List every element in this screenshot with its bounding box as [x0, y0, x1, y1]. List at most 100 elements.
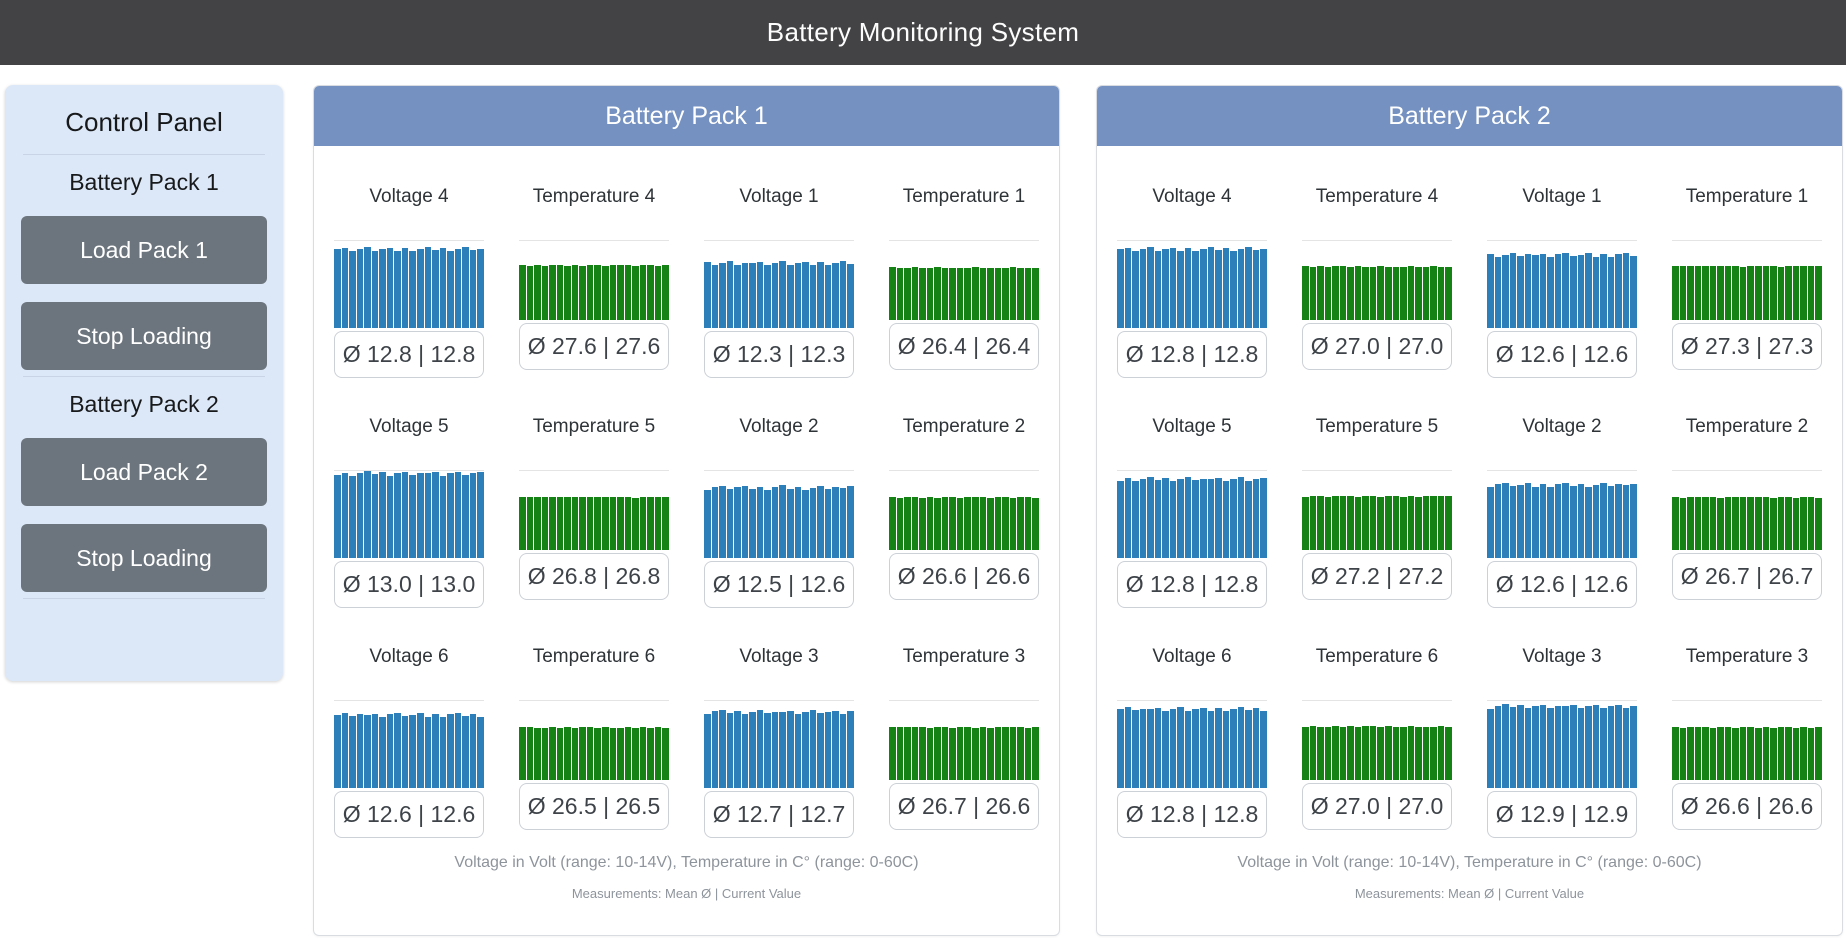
- bar: [1139, 478, 1147, 558]
- bar: [1317, 266, 1324, 320]
- chart-value-box: Ø 26.7 | 26.6: [889, 783, 1039, 830]
- bar: [1430, 266, 1437, 320]
- bar: [447, 473, 454, 558]
- bar: [1592, 256, 1600, 328]
- stop-loading-pack-1-button[interactable]: Stop Loading: [21, 302, 267, 370]
- bar: [1732, 727, 1739, 780]
- chart-value-box: Ø 12.8 | 12.8: [1117, 791, 1267, 838]
- bar: [609, 496, 617, 550]
- bar: [711, 711, 719, 788]
- bar: [1009, 267, 1017, 320]
- bar: [1200, 478, 1207, 558]
- bar: [1245, 480, 1252, 558]
- chart-value-box: Ø 26.4 | 26.4: [889, 323, 1039, 370]
- sensor-chart-cell: Voltage 2 Ø 12.6 | 12.6: [1487, 416, 1637, 608]
- bar: [549, 727, 556, 780]
- bar: [477, 248, 484, 328]
- divider: [23, 598, 265, 599]
- bar: [586, 496, 594, 550]
- bar: [526, 265, 534, 320]
- bar: [1547, 256, 1554, 328]
- bar: [926, 727, 934, 780]
- bar: [564, 496, 571, 550]
- divider: [23, 154, 265, 155]
- bar: [809, 264, 817, 328]
- bar: [1177, 479, 1184, 558]
- bar: [349, 475, 356, 558]
- bar: [1630, 483, 1637, 558]
- bar: [809, 710, 817, 788]
- chart-value-box: Ø 26.7 | 26.7: [1672, 553, 1822, 600]
- bar: [1785, 496, 1792, 550]
- sensor-chart-cell: Temperature 4 Ø 27.6 | 27.6: [519, 186, 669, 378]
- bar: [1747, 497, 1755, 550]
- bar: [719, 485, 726, 558]
- bar: [477, 472, 484, 558]
- bar: [1570, 256, 1577, 328]
- bar: [1260, 477, 1267, 558]
- bar: [417, 713, 424, 788]
- bar: [579, 265, 586, 320]
- bar: [1415, 267, 1422, 320]
- main-content: Control Panel Battery Pack 1 Load Pack 1…: [0, 65, 1846, 936]
- bar: [394, 713, 401, 788]
- bar: [571, 497, 579, 550]
- pack-footnote-units: Voltage in Volt (range: 10-14V), Tempera…: [1237, 854, 1702, 871]
- bar: [1184, 248, 1192, 328]
- bar: [1509, 707, 1517, 788]
- chart-value-box: Ø 12.6 | 12.6: [1487, 561, 1637, 608]
- bar: [756, 710, 764, 788]
- bar: [1117, 249, 1124, 328]
- bar: [424, 247, 432, 328]
- bar: [1207, 479, 1215, 558]
- control-section-pack-1: Battery Pack 1 Load Pack 1 Stop Loading: [21, 169, 267, 370]
- stop-loading-pack-2-button[interactable]: Stop Loading: [21, 524, 267, 592]
- pack-footnote-measurements: Measurements: Mean Ø | Current Value: [1354, 886, 1585, 901]
- pack-footnote-measurements: Measurements: Mean Ø | Current Value: [571, 886, 802, 901]
- load-pack-2-button[interactable]: Load Pack 2: [21, 438, 267, 506]
- bar: [1547, 487, 1554, 558]
- bar: [1260, 248, 1267, 328]
- bar: [556, 264, 564, 320]
- bar: [1317, 726, 1324, 780]
- bar: [824, 711, 832, 788]
- pack-header: Battery Pack 1: [314, 86, 1059, 146]
- bar: [1630, 255, 1637, 328]
- bar: [741, 262, 749, 328]
- chart-value-box: Ø 12.3 | 12.3: [704, 331, 854, 378]
- bar: [1207, 710, 1215, 788]
- bar: [934, 497, 941, 550]
- control-section-title: Battery Pack 1: [69, 169, 219, 195]
- bar: [1509, 253, 1517, 328]
- bar: [1687, 265, 1694, 320]
- app-title: Battery Monitoring System: [766, 17, 1080, 47]
- bar: [594, 497, 602, 550]
- bar: [1770, 497, 1777, 550]
- bar: [526, 497, 534, 550]
- bar: [941, 497, 949, 550]
- bar: [1600, 254, 1607, 328]
- sensor-chart-cell: Voltage 1 Ø 12.3 | 12.3: [704, 186, 854, 378]
- bar: [1672, 497, 1679, 550]
- bar: [364, 247, 371, 328]
- chart-value-box: Ø 26.6 | 26.6: [1672, 783, 1822, 830]
- bar: [624, 496, 632, 550]
- bar: [1554, 484, 1562, 558]
- bar: [1554, 254, 1562, 328]
- bar-chart: [1672, 240, 1822, 320]
- bar: [1445, 727, 1452, 780]
- bar: [371, 250, 379, 328]
- bar: [1362, 267, 1369, 320]
- bar: [756, 261, 764, 328]
- bar: [534, 727, 541, 780]
- bar: [1200, 248, 1207, 328]
- bar-chart: [1672, 700, 1822, 780]
- chart-value-box: Ø 27.0 | 27.0: [1302, 783, 1452, 830]
- bar: [594, 265, 602, 320]
- sensor-chart-cell: Voltage 3 Ø 12.7 | 12.7: [704, 646, 854, 838]
- bar: [1554, 705, 1562, 788]
- bar: [1362, 726, 1369, 780]
- load-pack-1-button[interactable]: Load Pack 1: [21, 216, 267, 284]
- bar: [979, 268, 987, 320]
- bar: [832, 487, 839, 558]
